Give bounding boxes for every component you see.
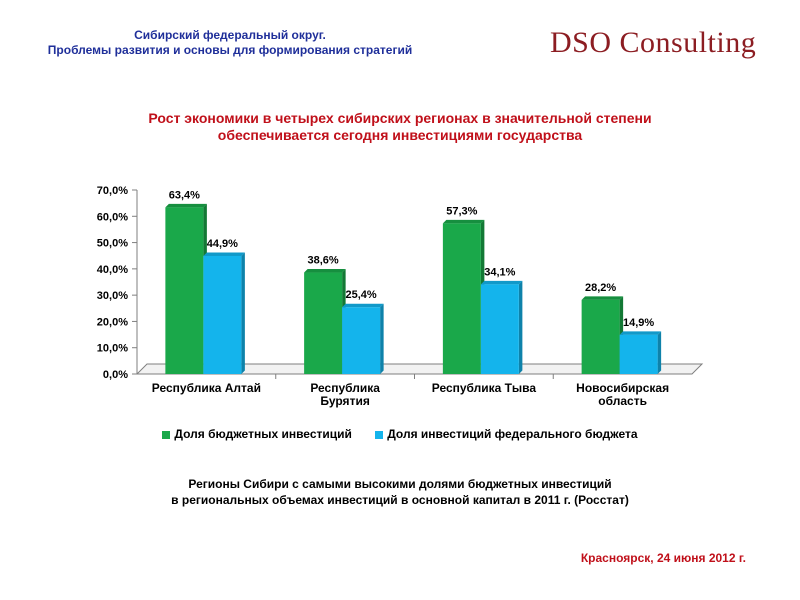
bar-federal [480, 284, 519, 374]
y-tick-label: 30,0% [97, 290, 128, 302]
data-label: 44,9% [207, 238, 238, 250]
bar-budget [165, 207, 204, 374]
caption-line-2: в региональных объемах инвестиций в осно… [171, 493, 629, 507]
bar-top [442, 219, 485, 224]
presentation-header: Сибирский федеральный округ. Проблемы ра… [20, 28, 440, 58]
y-tick-label: 10,0% [97, 343, 128, 355]
bar-budget [442, 223, 481, 374]
data-label: 63,4% [169, 189, 200, 201]
x-category-label: Республика Тыва [432, 381, 537, 395]
bar-top [203, 252, 245, 256]
x-category-label: Новосибирская [576, 381, 669, 395]
y-tick-label: 50,0% [97, 238, 128, 250]
chart-title: Рост экономики в четырех сибирских регио… [60, 110, 740, 144]
data-label: 38,6% [308, 255, 339, 267]
bar-top [480, 280, 523, 285]
bar-federal [619, 334, 658, 374]
y-tick-label: 20,0% [97, 316, 128, 328]
data-label: 57,3% [446, 205, 477, 217]
legend-item-federal: Доля инвестиций федерального бюджета [375, 427, 638, 441]
x-category-label: Республика Алтай [152, 381, 261, 395]
footer-location-date: Красноярск, 24 июня 2012 г. [580, 551, 746, 565]
legend-swatch-green [162, 430, 171, 439]
data-label: 25,4% [346, 289, 377, 301]
chart-title-line-1: Рост экономики в четырех сибирских регио… [148, 110, 652, 126]
x-category-label: Бурятия [320, 394, 369, 408]
legend-swatch-blue [375, 430, 384, 439]
legend-label-federal: Доля инвестиций федерального бюджета [387, 427, 638, 441]
data-label: 14,9% [623, 317, 654, 329]
bar-top [165, 203, 207, 208]
logo-consulting: Consulting [619, 26, 757, 59]
chart-caption: Регионы Сибири с самыми высокими долями … [60, 476, 740, 508]
legend-label-budget: Доля бюджетных инвестиций [174, 427, 352, 441]
bar-top [304, 269, 346, 273]
chart-legend: Доля бюджетных инвестиций Доля инвестици… [0, 427, 800, 441]
x-category-label: Республика [310, 381, 380, 395]
header-line-2: Проблемы развития и основы для формирова… [47, 43, 413, 57]
y-tick-label: 40,0% [97, 264, 128, 276]
bar-chart: 0,0% 10,0% 20,0% 30,0% 40,0% 50,0% 60,0% 70,0% 6… [97, 185, 704, 408]
bar-side [657, 331, 662, 374]
bar-federal [342, 307, 381, 374]
y-tick-label: 0,0% [103, 369, 128, 381]
logo-dso: DSO [550, 26, 612, 59]
bar-top [619, 331, 662, 335]
caption-line-1: Регионы Сибири с самыми высокими долями … [188, 477, 612, 491]
y-tick-label: 60,0% [97, 211, 128, 223]
data-label: 34,1% [484, 266, 515, 278]
header-line-1: Сибирский федеральный округ. [134, 28, 326, 42]
legend-item-budget: Доля бюджетных инвестиций [162, 427, 352, 441]
bar-top [581, 296, 624, 300]
bar-side [518, 280, 523, 374]
bar-side [241, 252, 245, 374]
bar-side [380, 303, 384, 374]
chart-title-line-2: обеспечивается сегодня инвестициями госу… [217, 127, 583, 143]
x-category-label: область [598, 394, 647, 408]
y-tick-label: 70,0% [97, 185, 128, 197]
dso-consulting-logo: DSO Consulting [550, 26, 756, 60]
bar-top [342, 303, 384, 308]
bar-budget [304, 272, 343, 374]
data-label: 28,2% [585, 282, 616, 294]
bar-federal [203, 255, 242, 374]
bar-budget [581, 299, 620, 374]
